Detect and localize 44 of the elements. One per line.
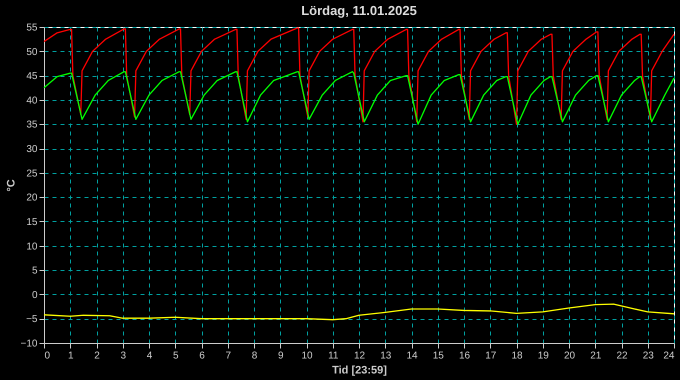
y-axis-title: °C bbox=[6, 179, 18, 192]
x-tick-label: 19 bbox=[538, 350, 550, 362]
x-tick-label: 13 bbox=[380, 350, 392, 362]
x-tick-label: 0 bbox=[44, 350, 50, 362]
x-tick-label: 1 bbox=[68, 350, 74, 362]
x-tick-label: 10 bbox=[301, 350, 313, 362]
x-tick-label: 8 bbox=[252, 350, 258, 362]
line-series bbox=[43, 71, 675, 125]
y-tick-label: 10 bbox=[26, 241, 38, 252]
y-tick-label: −5 bbox=[26, 314, 38, 326]
x-tick-label: 23 bbox=[642, 350, 654, 362]
x-tick-label: 2 bbox=[94, 350, 100, 362]
x-tick-label: 16 bbox=[458, 350, 470, 362]
x-tick-label: 3 bbox=[120, 350, 126, 362]
y-tick-label: 55 bbox=[26, 22, 38, 34]
x-tick-label: 4 bbox=[146, 350, 153, 362]
x-tick-label: 22 bbox=[616, 350, 628, 362]
y-tick-label: 35 bbox=[26, 120, 38, 131]
x-tick-label: 14 bbox=[406, 350, 418, 362]
x-tick-label: 11 bbox=[328, 350, 339, 362]
y-tick-label: 15 bbox=[26, 216, 38, 228]
y-tick-label: 5 bbox=[32, 266, 38, 277]
x-tick-label: 24 bbox=[663, 350, 675, 362]
x-tick-label: 7 bbox=[225, 350, 232, 362]
line-series bbox=[43, 303, 675, 320]
y-tick-label: 45 bbox=[26, 71, 38, 82]
y-tick-label: 30 bbox=[26, 144, 38, 156]
x-tick-label: 20 bbox=[564, 350, 576, 362]
x-tick-label: 5 bbox=[172, 350, 179, 362]
chart-title: Lördag, 11.01.2025 bbox=[301, 3, 417, 18]
x-tick-label: 21 bbox=[590, 350, 602, 362]
x-axis-title: Tid [23:59] bbox=[332, 364, 388, 376]
x-tick-label: 18 bbox=[511, 350, 523, 362]
y-tick-label: −10 bbox=[20, 338, 38, 350]
y-tick-label: 40 bbox=[26, 95, 38, 106]
x-tick-label: 15 bbox=[432, 350, 444, 362]
y-tick-label: 50 bbox=[26, 46, 38, 58]
x-tick-label: 12 bbox=[354, 350, 366, 362]
x-tick-label: 17 bbox=[485, 350, 497, 362]
x-tick-label: 6 bbox=[199, 350, 206, 362]
y-tick-label: 0 bbox=[32, 290, 38, 301]
x-tick-label: 9 bbox=[278, 350, 284, 362]
y-tick-label: 20 bbox=[26, 192, 38, 204]
y-tick-label: 25 bbox=[26, 168, 38, 180]
